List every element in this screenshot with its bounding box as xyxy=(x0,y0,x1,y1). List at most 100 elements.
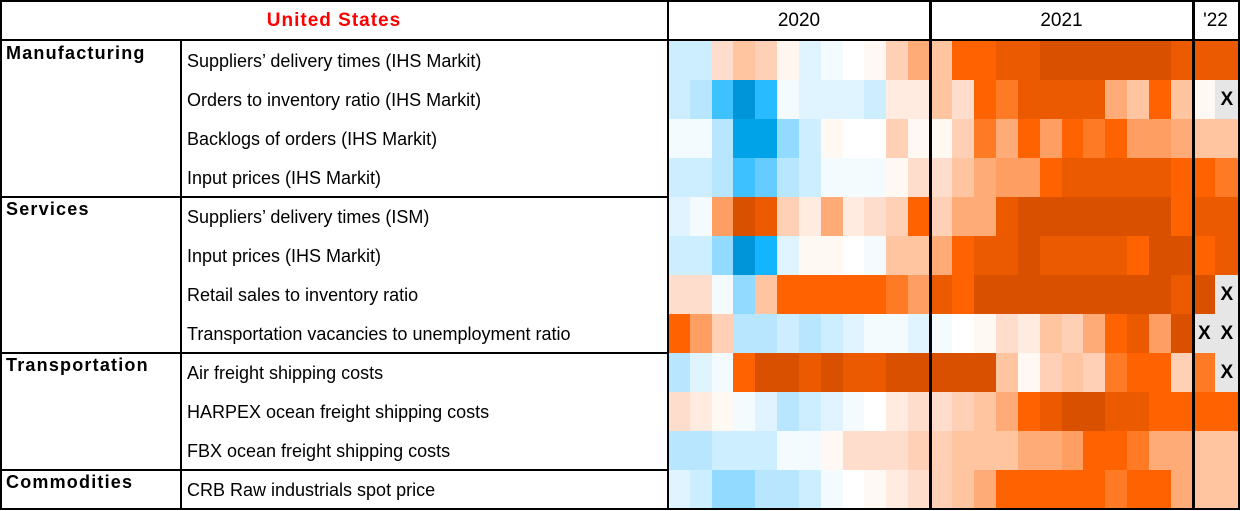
heatmap-cell xyxy=(733,158,756,197)
heatmap-cell xyxy=(1083,392,1106,431)
heatmap-cell xyxy=(886,314,909,353)
missing-cell: X xyxy=(1215,275,1239,314)
heatmap-cell xyxy=(1083,41,1106,80)
heatmap-cell xyxy=(951,197,975,236)
heatmap-cell xyxy=(973,80,997,119)
heatmap-cell xyxy=(886,197,909,236)
heatmap-cell xyxy=(1061,197,1085,236)
heatmap-cell xyxy=(1215,236,1239,275)
heatmap-cell xyxy=(886,80,909,119)
heatmap-cell xyxy=(798,314,822,353)
heatmap-cell xyxy=(755,314,778,353)
heatmap-cell xyxy=(842,236,866,275)
indicator-label: Orders to inventory ratio (IHS Markit) xyxy=(187,90,482,110)
heatmap-cell xyxy=(755,119,778,158)
heatmap-cell xyxy=(1149,158,1172,197)
heatmap-cell xyxy=(820,470,844,509)
border-right xyxy=(1238,0,1240,510)
heatmap-cell xyxy=(711,80,735,119)
heatmap-cell xyxy=(1061,470,1085,509)
heatmap-cell xyxy=(1061,275,1085,314)
heatmap-cell xyxy=(777,470,800,509)
heatmap-cell xyxy=(864,392,887,431)
category-label-services: Services xyxy=(6,199,90,219)
heatmap-cell xyxy=(798,392,822,431)
heatmap-cell xyxy=(886,236,909,275)
heatmap-cell xyxy=(1083,119,1106,158)
heatmap-cell xyxy=(777,158,800,197)
heatmap-cell xyxy=(886,275,909,314)
heatmap-cell xyxy=(1061,392,1085,431)
heatmap-cell xyxy=(908,80,931,119)
heatmap-cell xyxy=(1171,275,1194,314)
heatmap-cell xyxy=(930,119,953,158)
heatmap-cell xyxy=(777,236,800,275)
heatmap-cell xyxy=(973,197,997,236)
heatmap-cell xyxy=(711,236,735,275)
heatmap-cell xyxy=(1105,275,1128,314)
heatmap-cell xyxy=(1105,80,1128,119)
heatmap-cell xyxy=(995,314,1019,353)
heatmap-cell xyxy=(930,314,953,353)
heatmap-cell xyxy=(908,353,931,392)
heatmap-cell xyxy=(908,470,931,509)
heatmap-cell xyxy=(733,470,756,509)
heatmap-cell xyxy=(1193,236,1216,275)
heatmap-cell xyxy=(995,197,1019,236)
heatmap-cell xyxy=(733,80,756,119)
heatmap-cell xyxy=(668,353,691,392)
heatmap-cell xyxy=(668,431,691,470)
heatmap-cell xyxy=(777,41,800,80)
heatmap-cell xyxy=(798,41,822,80)
heatmap-cell xyxy=(995,119,1019,158)
heatmap-cell xyxy=(1149,236,1172,275)
heatmap-cell xyxy=(1105,470,1128,509)
heatmap-cell xyxy=(951,80,975,119)
missing-cell: X xyxy=(1215,353,1239,392)
heatmap-cell xyxy=(864,431,887,470)
heatmap-cell xyxy=(842,392,866,431)
heatmap-cell xyxy=(689,275,713,314)
heatmap-cell xyxy=(668,470,691,509)
heatmap-cell xyxy=(1193,470,1216,509)
heatmap-cell xyxy=(1215,41,1239,80)
heatmap-cell xyxy=(1105,119,1128,158)
heatmap-cell xyxy=(1127,158,1150,197)
heatmap-cell xyxy=(777,80,800,119)
heatmap-cell xyxy=(842,275,866,314)
heatmap-cell xyxy=(1061,431,1085,470)
heatmap-cell xyxy=(1171,197,1194,236)
heatmap-cell xyxy=(777,353,800,392)
heatmap-cell xyxy=(908,392,931,431)
heatmap-cell xyxy=(777,431,800,470)
heatmap-cell xyxy=(864,158,887,197)
heatmap-cell xyxy=(1171,314,1194,353)
heatmap-cell xyxy=(820,119,844,158)
heatmap-cell xyxy=(1215,392,1239,431)
heatmap-cell xyxy=(973,470,997,509)
heatmap-cell xyxy=(1171,470,1194,509)
category-column-divider xyxy=(180,40,182,510)
heatmap-cell xyxy=(798,275,822,314)
heatmap-cell xyxy=(864,80,887,119)
heatmap-cell xyxy=(689,353,713,392)
heatmap-cell xyxy=(820,392,844,431)
heatmap-cell xyxy=(755,470,778,509)
heatmap-cell xyxy=(973,314,997,353)
heatmap-cell xyxy=(689,158,713,197)
heatmap-cell xyxy=(1061,236,1085,275)
heatmap-cell xyxy=(930,353,953,392)
heatmap-cell xyxy=(1193,431,1216,470)
heatmap-cell xyxy=(951,353,975,392)
heatmap-cell xyxy=(908,431,931,470)
heatmap-cell xyxy=(1193,275,1216,314)
heatmap-cell xyxy=(777,275,800,314)
heatmap-cell xyxy=(668,314,691,353)
heatmap-cell xyxy=(711,470,735,509)
heatmap-cell xyxy=(930,470,953,509)
heatmap-cell xyxy=(1171,119,1194,158)
heatmap-cell xyxy=(908,197,931,236)
heatmap-cell xyxy=(689,470,713,509)
heatmap-cell xyxy=(1105,41,1128,80)
heatmap-cell xyxy=(820,80,844,119)
